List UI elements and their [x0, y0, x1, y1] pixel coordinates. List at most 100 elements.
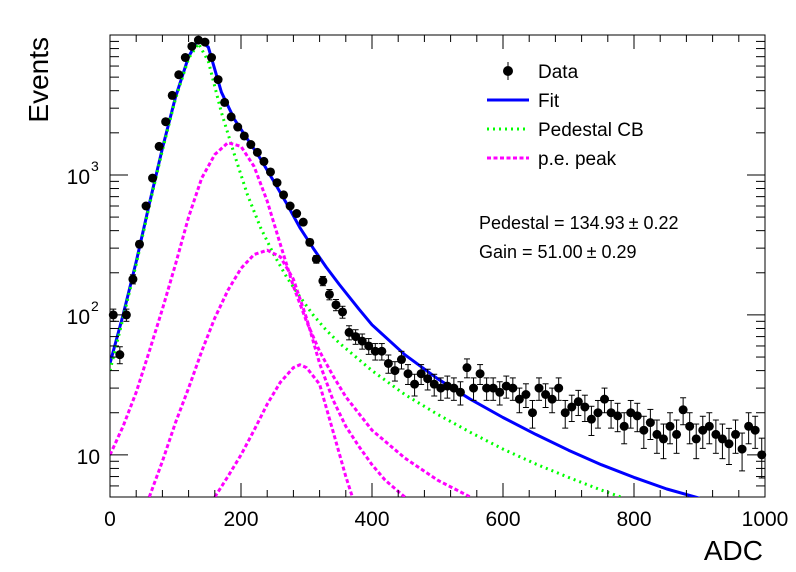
- data-marker: [593, 408, 603, 418]
- curves: [110, 37, 700, 497]
- data-marker: [455, 387, 465, 397]
- data-point: [410, 373, 420, 397]
- data-point: [508, 377, 518, 401]
- y-tick-label: 10: [67, 306, 90, 329]
- data-marker: [580, 402, 590, 412]
- legend-entry: Fit: [487, 91, 560, 112]
- data-marker: [750, 425, 760, 435]
- y-tick-exponent: 2: [91, 298, 99, 314]
- data-marker: [285, 201, 295, 211]
- data-point: [744, 412, 754, 445]
- legend: Data Fit Pedestal CB p.e. peak: [487, 62, 644, 170]
- data-point: [704, 412, 714, 445]
- data-point: [645, 408, 655, 441]
- data-marker: [324, 289, 334, 299]
- data-marker: [187, 41, 197, 51]
- data-marker: [527, 408, 537, 418]
- data-marker: [508, 383, 518, 393]
- data-point: [364, 338, 374, 355]
- data-point: [324, 289, 334, 301]
- data-point: [128, 274, 138, 285]
- data-point: [527, 399, 537, 429]
- data-point: [292, 209, 302, 219]
- data-marker: [652, 429, 662, 439]
- plus-minus: ±: [587, 242, 597, 262]
- series-p-e-peak-2: [147, 248, 406, 497]
- data-marker: [279, 190, 289, 200]
- data-point: [737, 432, 747, 472]
- data-marker: [403, 369, 413, 379]
- data-point: [246, 140, 256, 150]
- data-marker: [338, 307, 348, 317]
- data-point: [200, 37, 210, 47]
- x-axis-label: ADC: [704, 535, 763, 566]
- data-point: [416, 364, 426, 385]
- data-marker: [488, 383, 498, 393]
- data-marker: [560, 408, 570, 418]
- y-tick-label: 10: [67, 166, 90, 189]
- data-point: [396, 350, 406, 370]
- data-point: [318, 275, 328, 287]
- data-marker: [167, 90, 177, 100]
- data-point: [750, 415, 760, 449]
- data-point: [239, 131, 249, 141]
- data-point: [580, 394, 590, 423]
- data-point: [475, 364, 485, 385]
- data-point: [521, 383, 531, 408]
- data-marker: [462, 363, 472, 373]
- data-marker: [207, 53, 217, 63]
- data-point: [547, 387, 557, 414]
- fit-uncertainty: 0.29: [601, 242, 636, 262]
- data-marker: [351, 332, 361, 342]
- fit-result: Gain = 51.00: [479, 242, 583, 262]
- data-marker: [495, 387, 505, 397]
- data-point: [560, 399, 570, 429]
- data-point: [455, 381, 465, 406]
- legend-entry: p.e. peak: [487, 149, 617, 170]
- data-point: [377, 343, 387, 361]
- data-point: [403, 364, 413, 385]
- data-point: [449, 377, 459, 401]
- data-marker: [567, 402, 577, 412]
- data-marker: [298, 217, 308, 227]
- series-p-e-peak-1: [110, 141, 471, 497]
- data-marker: [672, 429, 682, 439]
- data-marker: [233, 122, 243, 132]
- data-marker: [246, 140, 256, 150]
- data-marker: [658, 434, 668, 444]
- data-point: [252, 147, 262, 157]
- data-point: [698, 415, 708, 449]
- data-point: [298, 217, 308, 227]
- data-point: [187, 41, 197, 51]
- data-marker: [541, 389, 551, 399]
- data-marker: [691, 434, 701, 444]
- data-marker: [639, 425, 649, 435]
- data-marker: [390, 366, 400, 376]
- data-point: [180, 53, 190, 63]
- data-point: [174, 70, 184, 80]
- data-marker: [311, 254, 321, 264]
- data-point: [383, 354, 393, 374]
- data-marker: [423, 374, 433, 384]
- x-tick-label: 800: [616, 508, 651, 531]
- data-marker: [305, 237, 315, 247]
- data-point: [514, 387, 524, 414]
- data-marker: [239, 131, 249, 141]
- data-point: [134, 239, 144, 249]
- data-marker: [449, 383, 459, 393]
- x-tick-label: 400: [354, 508, 389, 531]
- data-point: [672, 419, 682, 454]
- series-p-e-peak-3: [213, 363, 354, 497]
- data-point: [154, 141, 164, 151]
- data-marker: [429, 379, 439, 389]
- data-marker: [161, 117, 171, 127]
- data-point: [462, 358, 472, 379]
- data-marker: [396, 355, 406, 365]
- data-marker: [134, 239, 144, 249]
- data-point: [279, 190, 289, 200]
- data-marker: [698, 425, 708, 435]
- data-point: [469, 377, 479, 401]
- data-point: [148, 173, 158, 183]
